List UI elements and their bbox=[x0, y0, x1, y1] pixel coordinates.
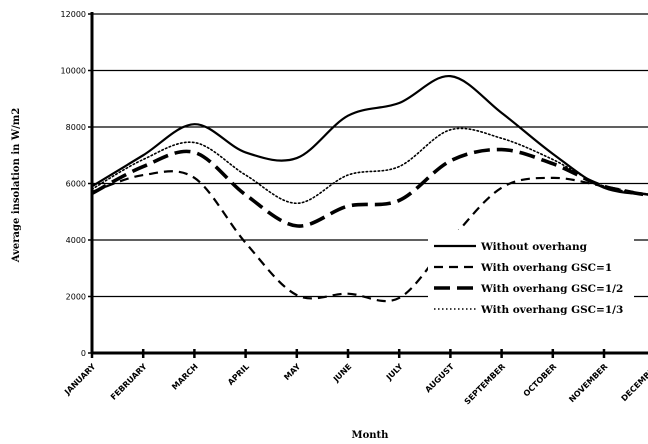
legend-label-2: With overhang GSC=1/2 bbox=[480, 283, 623, 295]
x-tick-label: JANUARY bbox=[62, 362, 97, 397]
legend-label-3: With overhang GSC=1/3 bbox=[480, 304, 623, 316]
y-tick-label: 6000 bbox=[66, 180, 86, 189]
y-tick-label: 8000 bbox=[66, 123, 86, 132]
x-tick-label: NOVEMBER bbox=[567, 362, 609, 404]
x-tick-label: MAY bbox=[282, 362, 302, 382]
legend: Without overhang With overhang GSC=1 With … bbox=[428, 230, 634, 320]
x-tick-label: AUGUST bbox=[423, 362, 456, 395]
legend-label-0: Without overhang bbox=[480, 241, 588, 253]
axes bbox=[90, 12, 648, 355]
series-line-1 bbox=[91, 170, 648, 303]
y-axis-ticks: 0 2000 4000 6000 8000 10000 12000 bbox=[61, 10, 92, 358]
x-tick-label: MARCH bbox=[170, 362, 200, 392]
y-axis-title: Average insolation in W/m2 bbox=[11, 108, 22, 264]
legend-label-1: With overhang GSC=1 bbox=[480, 262, 612, 274]
x-axis-title: Month bbox=[352, 430, 390, 441]
series-line-0 bbox=[91, 75, 648, 196]
x-tick-label: OCTOBER bbox=[522, 362, 559, 399]
x-tick-label: SEPTEMBER bbox=[463, 362, 507, 406]
y-tick-label: 4000 bbox=[66, 236, 86, 245]
x-tick-label: DECEMBER bbox=[620, 362, 648, 403]
x-tick-label: APRIL bbox=[226, 362, 251, 387]
y-tick-label: 0 bbox=[81, 349, 86, 358]
x-tick-label: FEBRUARY bbox=[109, 362, 149, 402]
x-tick-label: JULY bbox=[384, 362, 405, 383]
series-line-3 bbox=[91, 127, 648, 205]
x-tick-label: JUNE bbox=[331, 362, 353, 384]
x-axis-ticks: JANUARY FEBRUARY MARCH APRIL MAY JUNE JULY AUGU… bbox=[62, 349, 648, 406]
y-tick-label: 12000 bbox=[61, 10, 86, 19]
y-tick-label: 10000 bbox=[61, 67, 86, 76]
y-tick-label: 2000 bbox=[66, 293, 86, 302]
series-lines bbox=[91, 75, 648, 303]
series-line-2 bbox=[91, 147, 648, 228]
